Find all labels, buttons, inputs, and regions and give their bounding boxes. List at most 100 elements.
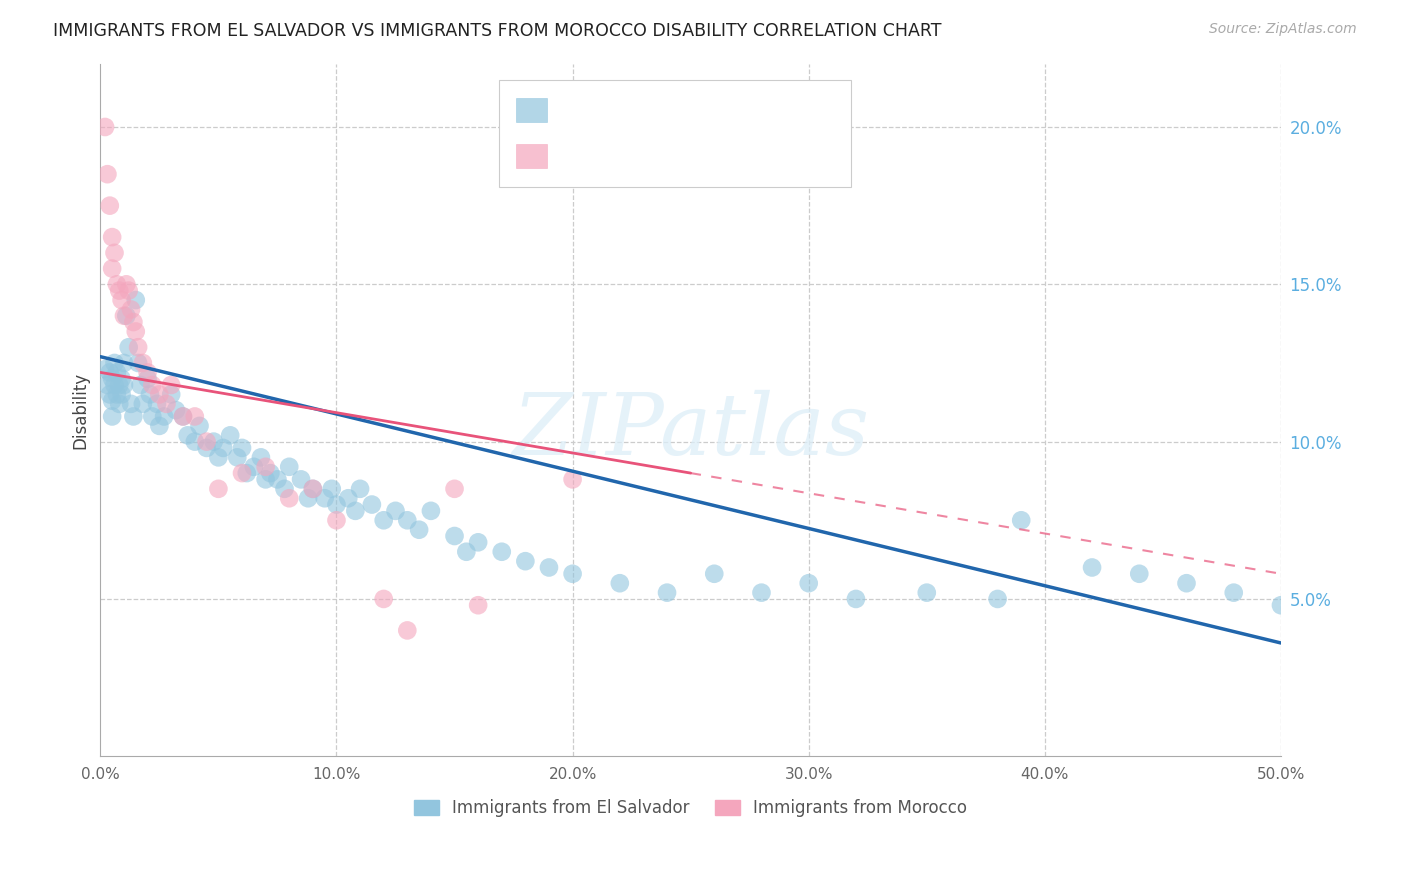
Point xyxy=(108,397,131,411)
Point xyxy=(94,120,117,134)
Text: IMMIGRANTS FROM EL SALVADOR VS IMMIGRANTS FROM MOROCCO DISABILITY CORRELATION CH: IMMIGRANTS FROM EL SALVADOR VS IMMIGRANT… xyxy=(53,22,942,40)
Point xyxy=(467,599,489,613)
Point xyxy=(609,576,631,591)
Point xyxy=(132,356,155,370)
Point xyxy=(96,378,118,392)
Point xyxy=(125,293,148,307)
Point xyxy=(103,378,125,392)
Text: Source: ZipAtlas.com: Source: ZipAtlas.com xyxy=(1209,22,1357,37)
Point xyxy=(1175,576,1198,591)
Point xyxy=(373,513,395,527)
Point xyxy=(915,585,938,599)
Point xyxy=(101,261,124,276)
Point xyxy=(235,466,257,480)
Text: N = 88: N = 88 xyxy=(717,103,775,121)
Point xyxy=(195,434,218,449)
Point xyxy=(160,378,183,392)
Point xyxy=(845,591,868,606)
Point xyxy=(408,523,430,537)
Point xyxy=(105,365,128,379)
Point xyxy=(103,356,125,370)
Point xyxy=(103,245,125,260)
Point xyxy=(202,434,225,449)
Point xyxy=(419,504,441,518)
Point xyxy=(751,585,773,599)
Point xyxy=(443,482,465,496)
Point xyxy=(112,378,135,392)
Point xyxy=(122,315,145,329)
Point xyxy=(254,459,277,474)
Point xyxy=(98,387,121,401)
Point xyxy=(141,378,163,392)
Point xyxy=(127,340,149,354)
Point xyxy=(153,409,176,424)
Point xyxy=(108,378,131,392)
Point xyxy=(110,293,132,307)
Point xyxy=(1270,599,1292,613)
Point xyxy=(349,482,371,496)
Point xyxy=(561,472,583,486)
Point xyxy=(250,450,273,465)
Point xyxy=(120,397,142,411)
Y-axis label: Disability: Disability xyxy=(72,372,89,449)
Point xyxy=(1081,560,1104,574)
Point xyxy=(98,365,121,379)
Point xyxy=(172,409,194,424)
Point xyxy=(98,199,121,213)
Point xyxy=(231,466,253,480)
Point xyxy=(122,409,145,424)
Point xyxy=(101,409,124,424)
Point xyxy=(139,387,162,401)
Point xyxy=(278,491,301,506)
Point xyxy=(373,591,395,606)
Point xyxy=(259,466,281,480)
Point xyxy=(141,409,163,424)
Point xyxy=(94,362,117,376)
Point xyxy=(112,356,135,370)
Point xyxy=(115,277,138,292)
Point xyxy=(101,393,124,408)
Point xyxy=(396,624,419,638)
Point xyxy=(188,418,211,433)
Point xyxy=(1010,513,1032,527)
Point xyxy=(125,325,148,339)
Point xyxy=(105,277,128,292)
Point xyxy=(118,340,141,354)
Text: ZIPatlas: ZIPatlas xyxy=(512,390,869,472)
Point xyxy=(297,491,319,506)
Point xyxy=(212,441,235,455)
Point xyxy=(127,356,149,370)
Point xyxy=(146,397,169,411)
Point xyxy=(129,378,152,392)
Point xyxy=(537,560,560,574)
Point xyxy=(110,387,132,401)
Point xyxy=(384,504,406,518)
Point xyxy=(254,472,277,486)
Point xyxy=(207,450,229,465)
Point xyxy=(290,472,312,486)
Point xyxy=(302,482,325,496)
Point xyxy=(108,284,131,298)
Point xyxy=(302,482,325,496)
Point xyxy=(314,491,336,506)
Text: R = -0.627: R = -0.627 xyxy=(558,103,647,121)
Point xyxy=(120,302,142,317)
Point xyxy=(219,428,242,442)
Point xyxy=(172,409,194,424)
Point xyxy=(184,434,207,449)
Point xyxy=(467,535,489,549)
Point xyxy=(243,459,266,474)
Point xyxy=(148,387,170,401)
Point xyxy=(155,397,177,411)
Point xyxy=(118,284,141,298)
Point xyxy=(96,167,118,181)
Point xyxy=(115,309,138,323)
Point xyxy=(101,230,124,244)
Point xyxy=(132,397,155,411)
Point xyxy=(361,498,384,512)
Point xyxy=(195,441,218,455)
Point xyxy=(443,529,465,543)
Point xyxy=(148,418,170,433)
Point xyxy=(337,491,360,506)
Text: N = 36: N = 36 xyxy=(717,150,775,168)
